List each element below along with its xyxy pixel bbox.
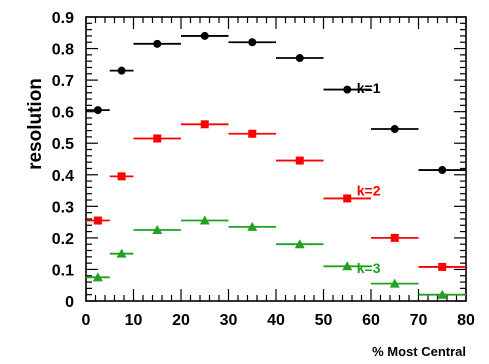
x-tick-label: 70	[410, 312, 428, 329]
y-tick-label: 0.9	[52, 10, 74, 27]
data-point	[390, 125, 399, 134]
data-point	[295, 54, 304, 63]
y-tick-label: 0.6	[52, 105, 74, 122]
x-tick-label: 10	[125, 312, 143, 329]
axis-ticks	[85, 16, 467, 302]
y-tick-label: 0	[65, 294, 74, 311]
x-axis-title: % Most Central	[372, 344, 466, 359]
series-label: k=1	[357, 80, 381, 96]
data-point	[438, 166, 447, 175]
x-tick-label: 80	[457, 312, 475, 329]
data-point	[294, 239, 305, 249]
data-point	[248, 129, 257, 138]
data-point	[389, 278, 400, 288]
data-point	[342, 261, 353, 271]
series-k=3	[86, 215, 466, 299]
data-point	[199, 215, 210, 225]
data-point	[152, 225, 163, 234]
data-point	[92, 272, 103, 282]
y-tick-label: 0.3	[52, 199, 74, 216]
data-point	[200, 120, 209, 129]
x-tick-label: 0	[82, 312, 91, 329]
data-point	[438, 262, 447, 271]
data-point	[200, 31, 209, 40]
data-point	[153, 39, 162, 48]
x-tick-label: 40	[267, 312, 285, 329]
plot-frame	[85, 16, 467, 302]
data-point	[116, 248, 127, 258]
data-point	[248, 38, 257, 47]
data-point	[390, 233, 399, 242]
data-point	[343, 194, 352, 203]
y-tick-label: 0.5	[52, 136, 74, 153]
x-tick-label: 50	[315, 312, 333, 329]
series-k=1	[86, 31, 466, 175]
y-tick-label: 0.7	[52, 73, 74, 90]
x-tick-label: 20	[172, 312, 190, 329]
data-series	[86, 31, 466, 299]
tick-labels: 0 10 20 30 40 50 60 70 80 0 0.1 0.2 0.3 0.4 0.5 0.6 0.7 0…	[52, 10, 475, 329]
x-tick-label: 30	[220, 312, 238, 329]
y-tick-label: 0.1	[52, 262, 74, 279]
series-label: k=2	[357, 183, 381, 199]
x-tick-label: 60	[362, 312, 380, 329]
data-point	[295, 156, 304, 165]
data-point	[93, 106, 102, 115]
series-k=2	[86, 120, 466, 271]
data-point	[343, 85, 352, 94]
data-point	[117, 66, 126, 75]
data-point	[247, 221, 258, 231]
data-point	[117, 172, 126, 181]
series-label: k=3	[357, 260, 381, 276]
y-tick-label: 0.8	[52, 42, 74, 59]
data-point	[153, 134, 162, 143]
data-point	[93, 216, 102, 225]
y-tick-label: 0.4	[52, 168, 74, 185]
y-axis-title: resolution	[25, 78, 46, 170]
series-labels: k=1 k=2 k=3	[357, 80, 381, 276]
data-point	[437, 289, 448, 299]
y-tick-label: 0.2	[52, 231, 74, 248]
